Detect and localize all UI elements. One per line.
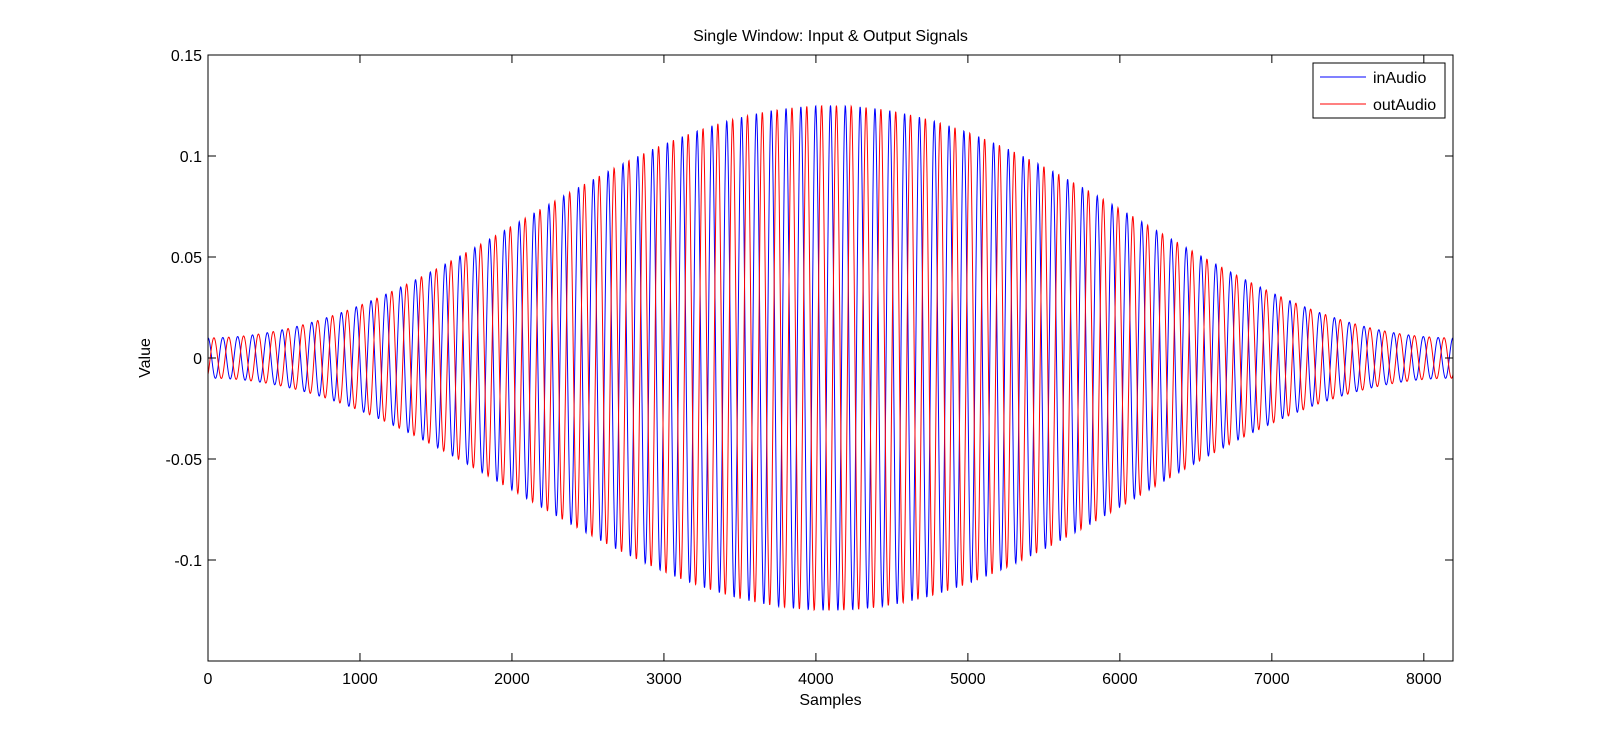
x-axis-label: Samples bbox=[799, 692, 861, 709]
x-tick-label: 8000 bbox=[1406, 671, 1442, 688]
x-tick-label: 1000 bbox=[342, 671, 378, 688]
x-tick-label: 4000 bbox=[798, 671, 834, 688]
series-layer bbox=[207, 104, 1454, 612]
y-tick-label: 0.15 bbox=[171, 48, 202, 65]
x-tick-label: 3000 bbox=[646, 671, 682, 688]
x-tick-label: 0 bbox=[204, 671, 213, 688]
x-tick-label: 7000 bbox=[1254, 671, 1290, 688]
chart-title: Single Window: Input & Output Signals bbox=[693, 28, 968, 45]
x-tick-label: 6000 bbox=[1102, 671, 1138, 688]
x-ticks: 0 1000 2000 3000 4000 5000 6000 7000 8000 bbox=[204, 55, 1442, 688]
y-tick-label: 0.05 bbox=[171, 250, 202, 267]
series-line-outaudio bbox=[207, 104, 1454, 612]
y-tick-label: 0.1 bbox=[180, 149, 202, 166]
y-tick-label: -0.05 bbox=[166, 452, 203, 469]
y-axis-label: Value bbox=[137, 338, 154, 378]
series-line-inaudio bbox=[207, 104, 1454, 611]
legend: inAudio outAudio bbox=[1312, 62, 1446, 119]
x-tick-label: 5000 bbox=[950, 671, 986, 688]
y-tick-label: -0.1 bbox=[174, 553, 202, 570]
x-tick-label: 2000 bbox=[494, 671, 530, 688]
y-ticks: -0.1 -0.05 0 0.05 0.1 0.15 bbox=[166, 48, 1453, 570]
legend-box bbox=[1312, 62, 1446, 119]
y-tick-label: 0 bbox=[193, 351, 202, 368]
legend-label-outaudio: outAudio bbox=[1373, 97, 1436, 114]
legend-label-inaudio: inAudio bbox=[1373, 70, 1426, 87]
